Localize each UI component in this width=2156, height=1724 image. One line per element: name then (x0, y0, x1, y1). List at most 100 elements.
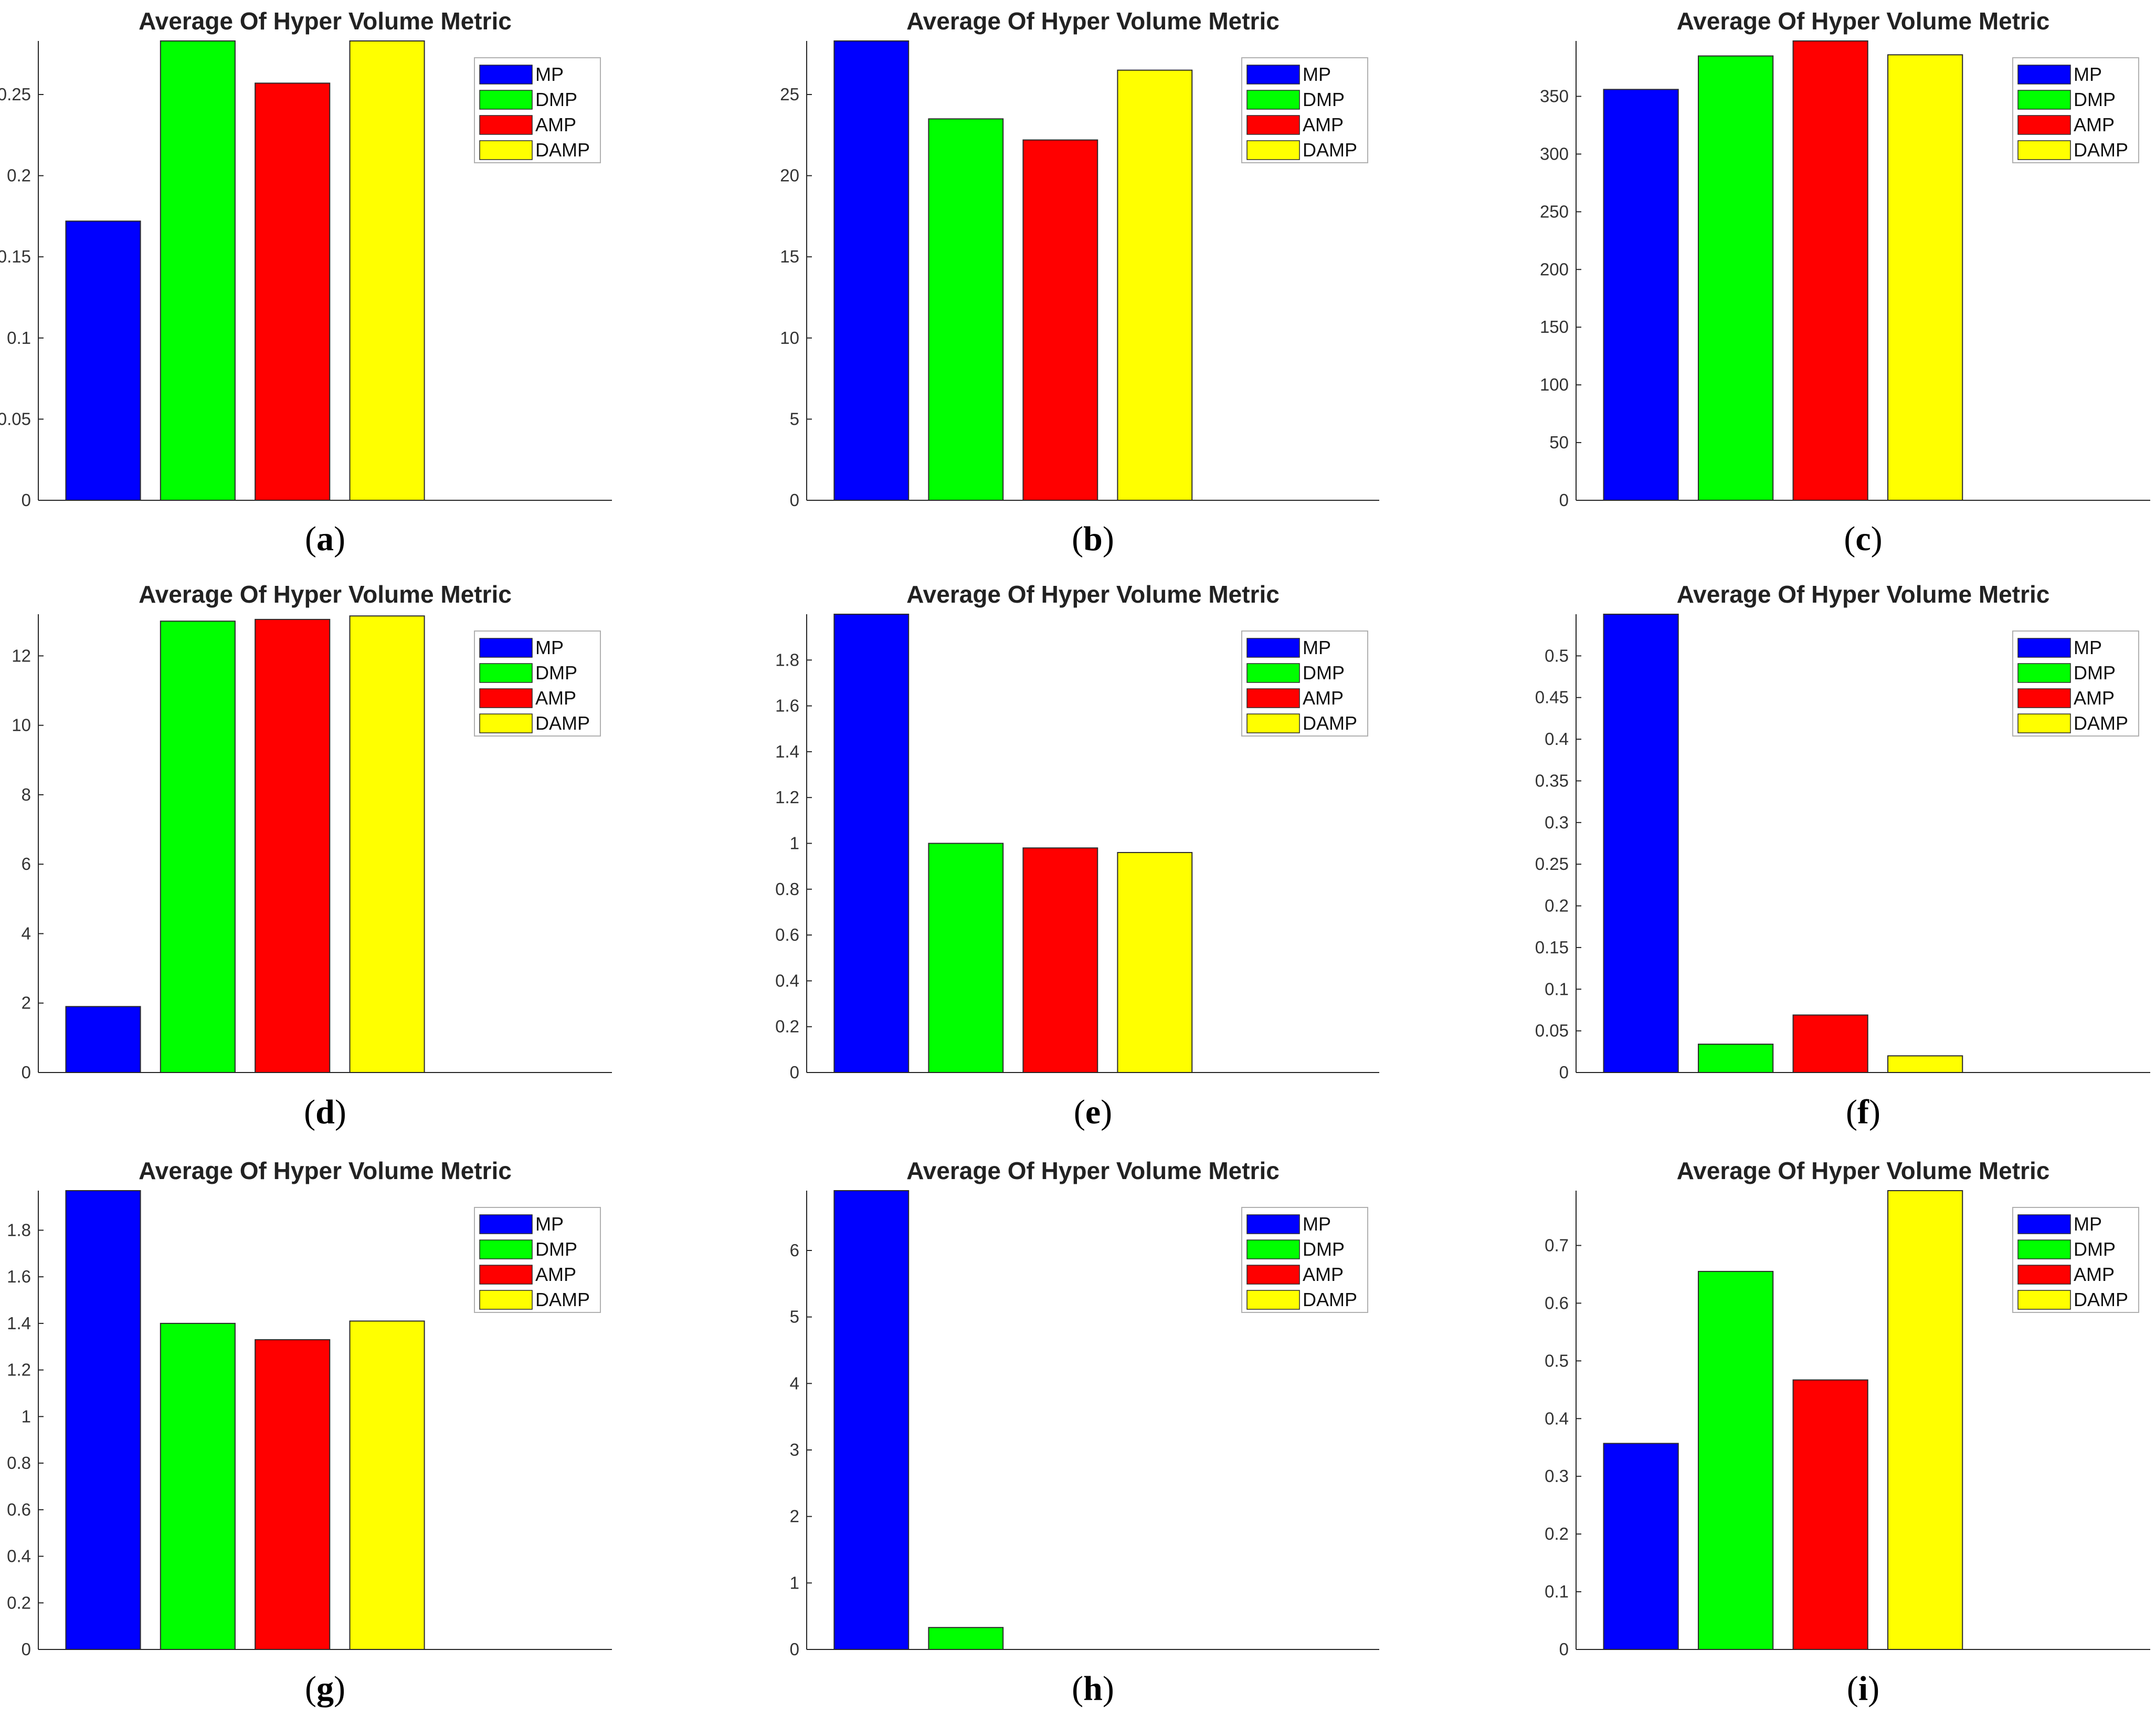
y-tick-label: 1.8 (7, 1220, 31, 1239)
legend-label-dmp: DMP (535, 1238, 577, 1260)
legend-label-dmp: DMP (2074, 89, 2116, 110)
y-tick-label: 0 (790, 1063, 799, 1082)
legend-label-damp: DAMP (2074, 712, 2128, 734)
bar-amp (255, 1339, 331, 1650)
panel-caption: (c) (1844, 520, 1882, 558)
bar-mp (65, 220, 141, 501)
y-tick-label: 0.6 (7, 1500, 31, 1519)
y-tick-label: 0.2 (775, 1017, 799, 1036)
y-tick-label: 0.15 (1535, 938, 1569, 957)
legend-swatch-damp (2017, 140, 2071, 160)
legend-swatch-damp (479, 713, 533, 733)
legend-label-mp: MP (535, 1213, 564, 1235)
legend-label-damp: DAMP (535, 1289, 590, 1310)
y-tick-label: 1.8 (775, 650, 799, 669)
legend-label-damp: DAMP (2074, 1289, 2128, 1310)
bar-dmp (1698, 1044, 1774, 1073)
y-tick-label: 100 (1540, 375, 1569, 394)
legend-label-damp: DAMP (1303, 1289, 1357, 1310)
bar-mp (833, 1190, 910, 1650)
chart-panel-g: Average Of Hyper Volume Metric 0 0.2 0.4 0.6… (7, 1157, 612, 1708)
bar-dmp (928, 843, 1004, 1073)
legend-label-mp: MP (2074, 1213, 2102, 1235)
legend-swatch-mp (479, 1214, 533, 1234)
bar-amp (1022, 847, 1098, 1073)
y-tick-label: 0.25 (0, 85, 31, 104)
y-tick-label: 4 (790, 1373, 799, 1393)
y-tick-label: 0.1 (1545, 979, 1569, 998)
legend-swatch-mp (1246, 1214, 1300, 1234)
chart-title: Average Of Hyper Volume Metric (139, 7, 512, 35)
y-tick-label: 0.2 (7, 166, 31, 185)
bar-damp (1887, 1055, 1963, 1073)
legend-label-damp: DAMP (1303, 712, 1357, 734)
y-tick-label: 0.3 (1545, 813, 1569, 832)
bar-mp (833, 40, 910, 501)
y-tick-label: 0.05 (0, 409, 31, 428)
legend-swatch-mp (479, 638, 533, 658)
legend-label-mp: MP (2074, 637, 2102, 658)
y-tick-label: 0.5 (1545, 1351, 1569, 1370)
y-tick-label: 250 (1540, 202, 1569, 221)
legend-swatch-amp (479, 1265, 533, 1285)
y-tick-label: 4 (22, 923, 31, 943)
legend-swatch-dmp (479, 663, 533, 683)
y-tick-label: 0.7 (1545, 1235, 1569, 1255)
legend-swatch-amp (2017, 1265, 2071, 1285)
bar-mp (1603, 89, 1679, 501)
y-tick-label: 0 (790, 1639, 799, 1659)
legend-label-mp: MP (1303, 637, 1331, 658)
y-tick-label: 8 (22, 785, 31, 804)
y-tick-label: 25 (780, 85, 799, 104)
y-tick-label: 12 (12, 646, 31, 665)
legend-label-mp: MP (1303, 1213, 1331, 1235)
y-tick-label: 6 (22, 854, 31, 874)
bar-dmp (1698, 1270, 1774, 1650)
y-tick-label: 5 (790, 409, 799, 428)
legend-swatch-damp (479, 140, 533, 160)
legend-swatch-amp (2017, 688, 2071, 708)
bar-damp (1117, 69, 1193, 501)
legend-label-damp: DAMP (535, 712, 590, 734)
legend-swatch-mp (2017, 65, 2071, 85)
bar-damp (349, 40, 425, 501)
y-tick-label: 0.5 (1545, 646, 1569, 665)
y-tick-label: 0 (22, 1063, 31, 1082)
y-tick-label: 0.15 (0, 247, 31, 266)
legend-swatch-damp (2017, 713, 2071, 733)
chart-panel-a: Average Of Hyper Volume Metric 0 0.05 0.1 0.… (0, 7, 612, 558)
y-tick-label: 150 (1540, 317, 1569, 337)
chart-panel-i: Average Of Hyper Volume Metric 0 0.1 0.2 0.3… (1545, 1157, 2150, 1708)
chart-title: Average Of Hyper Volume Metric (1677, 581, 2050, 608)
bar-dmp (160, 621, 236, 1073)
y-tick-label: 20 (780, 166, 799, 185)
bar-damp (349, 615, 425, 1073)
panel-caption: (f) (1846, 1093, 1880, 1131)
legend-label-mp: MP (535, 64, 564, 85)
y-tick-label: 0.8 (7, 1453, 31, 1473)
y-tick-label: 0.45 (1535, 688, 1569, 707)
legend-label-mp: MP (1303, 64, 1331, 85)
chart-title: Average Of Hyper Volume Metric (139, 581, 512, 608)
panel-caption: (b) (1072, 520, 1114, 558)
y-tick-label: 0.25 (1535, 854, 1569, 874)
legend-swatch-amp (1246, 688, 1300, 708)
legend-swatch-amp (1246, 115, 1300, 135)
y-tick-label: 1.2 (775, 787, 799, 807)
y-tick-label: 10 (780, 328, 799, 348)
bar-dmp (928, 118, 1004, 501)
bar-dmp (1698, 55, 1774, 501)
legend-swatch-mp (1246, 65, 1300, 85)
legend-label-amp: AMP (535, 687, 576, 709)
legend-swatch-dmp (2017, 90, 2071, 110)
legend-label-amp: AMP (2074, 114, 2115, 135)
y-tick-label: 0.35 (1535, 771, 1569, 790)
y-tick-label: 6 (790, 1241, 799, 1260)
y-tick-label: 0.05 (1535, 1021, 1569, 1040)
chart-panel-d: Average Of Hyper Volume Metric 0 2 4 6 8 10 12 M… (12, 581, 612, 1131)
y-tick-label: 50 (1549, 433, 1569, 452)
legend-swatch-mp (2017, 638, 2071, 658)
y-tick-label: 0.3 (1545, 1466, 1569, 1486)
legend-swatch-mp (2017, 1214, 2071, 1234)
panel-caption: (i) (1847, 1669, 1879, 1708)
